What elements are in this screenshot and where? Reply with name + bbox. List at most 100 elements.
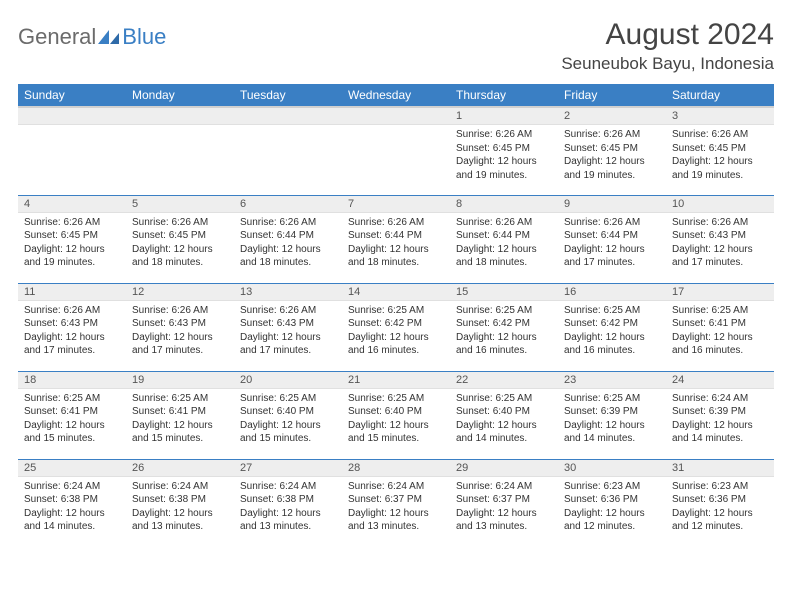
day-number: [126, 108, 234, 125]
calendar-table: SundayMondayTuesdayWednesdayThursdayFrid…: [18, 84, 774, 547]
day-number: 20: [234, 372, 342, 389]
sunset-text: Sunset: 6:41 PM: [24, 405, 120, 419]
sunrise-text: Sunrise: 6:26 AM: [456, 128, 552, 142]
sunrise-text: Sunrise: 6:24 AM: [672, 392, 768, 406]
day-number: 12: [126, 284, 234, 301]
daylight-text: Daylight: 12 hours and 13 minutes.: [348, 507, 444, 534]
sunset-text: Sunset: 6:37 PM: [348, 493, 444, 507]
calendar-row: 4Sunrise: 6:26 AMSunset: 6:45 PMDaylight…: [18, 195, 774, 283]
weekday-header: Tuesday: [234, 84, 342, 107]
sunset-text: Sunset: 6:44 PM: [564, 229, 660, 243]
calendar-row: 25Sunrise: 6:24 AMSunset: 6:38 PMDayligh…: [18, 459, 774, 547]
sunset-text: Sunset: 6:38 PM: [132, 493, 228, 507]
day-number: 22: [450, 372, 558, 389]
day-number: [18, 108, 126, 125]
day-number: 27: [234, 460, 342, 477]
calendar-row: 18Sunrise: 6:25 AMSunset: 6:41 PMDayligh…: [18, 371, 774, 459]
day-details: Sunrise: 6:24 AMSunset: 6:37 PMDaylight:…: [450, 477, 558, 540]
sunrise-text: Sunrise: 6:24 AM: [456, 480, 552, 494]
daylight-text: Daylight: 12 hours and 18 minutes.: [456, 243, 552, 270]
sunrise-text: Sunrise: 6:26 AM: [132, 216, 228, 230]
day-number: [342, 108, 450, 125]
daylight-text: Daylight: 12 hours and 17 minutes.: [240, 331, 336, 358]
sunrise-text: Sunrise: 6:26 AM: [456, 216, 552, 230]
calendar-cell: [18, 107, 126, 195]
sunrise-text: Sunrise: 6:26 AM: [564, 216, 660, 230]
calendar-cell: 10Sunrise: 6:26 AMSunset: 6:43 PMDayligh…: [666, 195, 774, 283]
daylight-text: Daylight: 12 hours and 19 minutes.: [456, 155, 552, 182]
day-details: Sunrise: 6:26 AMSunset: 6:44 PMDaylight:…: [450, 213, 558, 276]
day-details: Sunrise: 6:26 AMSunset: 6:44 PMDaylight:…: [342, 213, 450, 276]
daylight-text: Daylight: 12 hours and 19 minutes.: [24, 243, 120, 270]
calendar-cell: 3Sunrise: 6:26 AMSunset: 6:45 PMDaylight…: [666, 107, 774, 195]
calendar-cell: 16Sunrise: 6:25 AMSunset: 6:42 PMDayligh…: [558, 283, 666, 371]
sunrise-text: Sunrise: 6:24 AM: [132, 480, 228, 494]
daylight-text: Daylight: 12 hours and 14 minutes.: [456, 419, 552, 446]
calendar-cell: 15Sunrise: 6:25 AMSunset: 6:42 PMDayligh…: [450, 283, 558, 371]
calendar-cell: 19Sunrise: 6:25 AMSunset: 6:41 PMDayligh…: [126, 371, 234, 459]
weekday-header: Thursday: [450, 84, 558, 107]
daylight-text: Daylight: 12 hours and 13 minutes.: [456, 507, 552, 534]
calendar-cell: 31Sunrise: 6:23 AMSunset: 6:36 PMDayligh…: [666, 459, 774, 547]
daylight-text: Daylight: 12 hours and 14 minutes.: [564, 419, 660, 446]
sunrise-text: Sunrise: 6:26 AM: [240, 304, 336, 318]
calendar-cell: [234, 107, 342, 195]
day-details: Sunrise: 6:23 AMSunset: 6:36 PMDaylight:…: [558, 477, 666, 540]
sunrise-text: Sunrise: 6:26 AM: [348, 216, 444, 230]
page-title: August 2024: [561, 18, 774, 52]
sunset-text: Sunset: 6:45 PM: [456, 142, 552, 156]
day-number: 1: [450, 108, 558, 125]
weekday-header: Friday: [558, 84, 666, 107]
weekday-header-row: SundayMondayTuesdayWednesdayThursdayFrid…: [18, 84, 774, 107]
sunrise-text: Sunrise: 6:23 AM: [672, 480, 768, 494]
day-number: 4: [18, 196, 126, 213]
daylight-text: Daylight: 12 hours and 18 minutes.: [240, 243, 336, 270]
day-details: Sunrise: 6:26 AMSunset: 6:45 PMDaylight:…: [450, 125, 558, 188]
daylight-text: Daylight: 12 hours and 17 minutes.: [672, 243, 768, 270]
daylight-text: Daylight: 12 hours and 16 minutes.: [456, 331, 552, 358]
day-details: Sunrise: 6:26 AMSunset: 6:44 PMDaylight:…: [234, 213, 342, 276]
sunrise-text: Sunrise: 6:26 AM: [24, 304, 120, 318]
day-number: 29: [450, 460, 558, 477]
day-number: 31: [666, 460, 774, 477]
day-details: Sunrise: 6:26 AMSunset: 6:45 PMDaylight:…: [126, 213, 234, 276]
day-details: Sunrise: 6:26 AMSunset: 6:43 PMDaylight:…: [126, 301, 234, 364]
weekday-header: Sunday: [18, 84, 126, 107]
sunset-text: Sunset: 6:40 PM: [456, 405, 552, 419]
sunrise-text: Sunrise: 6:25 AM: [564, 392, 660, 406]
sunset-text: Sunset: 6:38 PM: [240, 493, 336, 507]
sunset-text: Sunset: 6:42 PM: [456, 317, 552, 331]
day-number: 14: [342, 284, 450, 301]
calendar-cell: 17Sunrise: 6:25 AMSunset: 6:41 PMDayligh…: [666, 283, 774, 371]
day-number: 9: [558, 196, 666, 213]
sunset-text: Sunset: 6:42 PM: [348, 317, 444, 331]
sunset-text: Sunset: 6:39 PM: [564, 405, 660, 419]
calendar-cell: 29Sunrise: 6:24 AMSunset: 6:37 PMDayligh…: [450, 459, 558, 547]
weekday-header: Wednesday: [342, 84, 450, 107]
day-number: 24: [666, 372, 774, 389]
day-number: 28: [342, 460, 450, 477]
calendar-cell: 25Sunrise: 6:24 AMSunset: 6:38 PMDayligh…: [18, 459, 126, 547]
day-details: Sunrise: 6:26 AMSunset: 6:45 PMDaylight:…: [666, 125, 774, 188]
daylight-text: Daylight: 12 hours and 12 minutes.: [564, 507, 660, 534]
sunset-text: Sunset: 6:39 PM: [672, 405, 768, 419]
day-number: 7: [342, 196, 450, 213]
logo-text-general: General: [18, 24, 96, 50]
day-details: Sunrise: 6:26 AMSunset: 6:43 PMDaylight:…: [666, 213, 774, 276]
calendar-cell: 20Sunrise: 6:25 AMSunset: 6:40 PMDayligh…: [234, 371, 342, 459]
day-number: 11: [18, 284, 126, 301]
calendar-cell: 12Sunrise: 6:26 AMSunset: 6:43 PMDayligh…: [126, 283, 234, 371]
calendar-cell: 28Sunrise: 6:24 AMSunset: 6:37 PMDayligh…: [342, 459, 450, 547]
day-details: [126, 125, 234, 134]
sunrise-text: Sunrise: 6:26 AM: [24, 216, 120, 230]
sunrise-text: Sunrise: 6:25 AM: [564, 304, 660, 318]
daylight-text: Daylight: 12 hours and 14 minutes.: [672, 419, 768, 446]
day-number: 2: [558, 108, 666, 125]
day-details: [18, 125, 126, 134]
calendar-cell: 11Sunrise: 6:26 AMSunset: 6:43 PMDayligh…: [18, 283, 126, 371]
sunset-text: Sunset: 6:45 PM: [564, 142, 660, 156]
sunrise-text: Sunrise: 6:26 AM: [672, 128, 768, 142]
sunset-text: Sunset: 6:36 PM: [564, 493, 660, 507]
day-details: Sunrise: 6:24 AMSunset: 6:37 PMDaylight:…: [342, 477, 450, 540]
day-details: Sunrise: 6:25 AMSunset: 6:42 PMDaylight:…: [450, 301, 558, 364]
